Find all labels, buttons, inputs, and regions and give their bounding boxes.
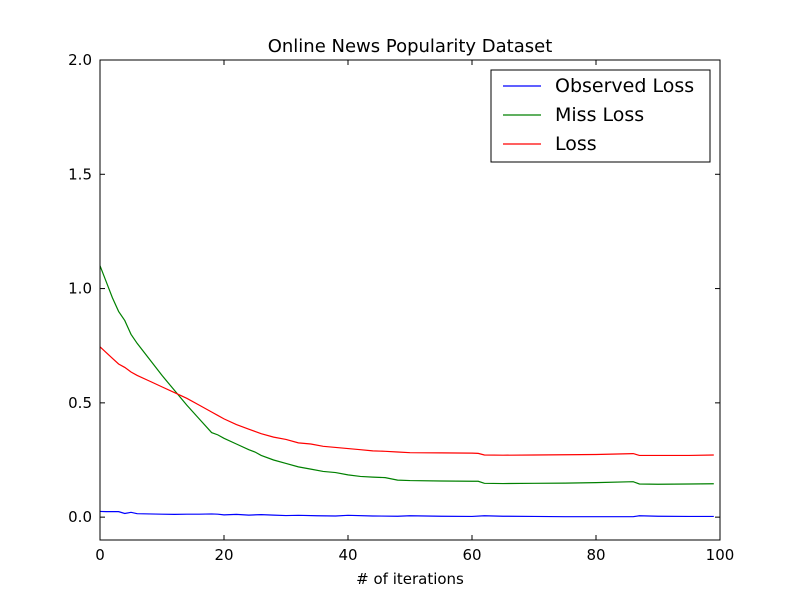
y-tick-label: 0.5 bbox=[68, 394, 92, 412]
chart-title: Online News Popularity Dataset bbox=[268, 36, 553, 57]
legend: Observed Loss Miss Loss Loss bbox=[490, 69, 711, 163]
legend-label: Loss bbox=[555, 133, 597, 155]
plot-frame bbox=[99, 59, 721, 541]
x-tick-label: 20 bbox=[214, 546, 233, 564]
series-line-observed-loss bbox=[99, 510, 714, 518]
x-tick-label: 80 bbox=[586, 546, 605, 564]
y-tick-label: 0.0 bbox=[68, 508, 92, 526]
series-line-miss-loss bbox=[99, 265, 714, 485]
legend-label: Observed Loss bbox=[555, 75, 694, 97]
x-tick-label: 0 bbox=[95, 546, 105, 564]
x-axis-label: # of iterations bbox=[356, 570, 464, 588]
x-tick-label: 40 bbox=[338, 546, 357, 564]
legend-box bbox=[490, 69, 711, 163]
series-layer bbox=[99, 265, 714, 518]
series-line-loss bbox=[99, 346, 714, 457]
ticks-layer: 0 20 40 60 80 100 0.0 0.5 1.0 1.5 2.0 bbox=[68, 51, 734, 564]
y-tick-label: 1.5 bbox=[68, 165, 92, 183]
legend-label: Miss Loss bbox=[555, 104, 644, 126]
x-tick-label: 60 bbox=[462, 546, 481, 564]
y-tick-label: 1.0 bbox=[68, 280, 92, 298]
x-tick-label: 100 bbox=[706, 546, 735, 564]
y-tick-label: 2.0 bbox=[68, 51, 92, 69]
